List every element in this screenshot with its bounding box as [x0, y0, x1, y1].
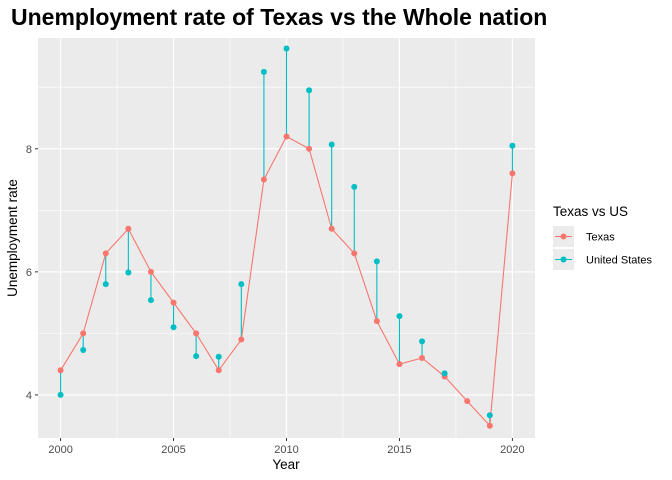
chart-title: Unemployment rate of Texas vs the Whole … [11, 4, 547, 30]
y-axis-title: Unemployment rate [5, 179, 20, 297]
point-texas-2009 [260, 176, 267, 183]
point-texas-2008 [238, 336, 245, 343]
point-texas-2004 [147, 268, 154, 275]
point-united-states-2000 [57, 391, 64, 398]
legend-title: Texas vs US [553, 204, 628, 219]
x-tick-label: 2000 [48, 444, 72, 456]
connector-segments [60, 48, 513, 426]
point-texas-2012 [328, 225, 335, 232]
point-united-states-2014 [373, 258, 380, 265]
point-texas-2011 [306, 145, 313, 152]
point-united-states-2004 [147, 297, 154, 304]
point-texas-2003 [125, 225, 132, 232]
point-texas-2014 [373, 318, 380, 325]
point-united-states-2007 [215, 353, 222, 360]
y-tick-label: 6 [26, 267, 32, 279]
point-texas-2007 [215, 367, 222, 374]
x-axis-ticks: 2000 2005 2010 2015 2020 [48, 438, 525, 456]
point-texas-2000 [57, 367, 64, 374]
point-texas-2005 [170, 299, 177, 306]
legend-items: Texas United States [553, 226, 653, 270]
x-tick-label: 2005 [161, 444, 185, 456]
x-tick-label: 2010 [274, 444, 298, 456]
point-texas-2002 [102, 250, 109, 257]
point-united-states-2016 [419, 338, 426, 345]
point-texas-2018 [464, 398, 471, 405]
point-united-states-2008 [238, 281, 245, 288]
legend-label-united-states: United States [586, 255, 653, 267]
grid-major [38, 38, 535, 438]
y-tick-label: 4 [26, 390, 32, 402]
point-texas-2020 [509, 170, 516, 177]
point-texas-2001 [80, 330, 87, 337]
point-texas-2019 [486, 422, 493, 429]
x-axis-title: Year [272, 457, 300, 472]
point-united-states-2013 [351, 183, 358, 190]
point-texas-2010 [283, 133, 290, 140]
y-axis-ticks: 4 6 8 [26, 144, 38, 402]
point-united-states-2002 [102, 281, 109, 288]
point-united-states-2012 [328, 141, 335, 148]
point-texas-2015 [396, 361, 403, 368]
point-united-states-2009 [260, 68, 267, 75]
point-united-states-2001 [80, 347, 87, 353]
point-united-states-2017 [441, 370, 448, 377]
legend-key-point [560, 256, 567, 263]
point-united-states-2003 [125, 269, 132, 276]
point-united-states-2005 [170, 324, 177, 331]
point-united-states-2006 [193, 353, 200, 360]
point-united-states-2019 [486, 412, 493, 419]
point-united-states-2010 [283, 45, 290, 52]
legend-key-point [560, 233, 567, 240]
point-texas-2016 [419, 355, 426, 361]
data-points [57, 45, 516, 429]
legend: Texas vs US Texas United States [553, 204, 653, 270]
point-texas-2013 [351, 250, 358, 257]
x-tick-label: 2020 [500, 444, 524, 456]
point-united-states-2015 [396, 313, 403, 320]
y-tick-label: 8 [26, 144, 32, 156]
point-texas-2006 [193, 330, 200, 337]
point-united-states-2020 [509, 142, 516, 149]
x-tick-label: 2015 [387, 444, 411, 456]
point-united-states-2011 [306, 87, 313, 94]
legend-label-texas: Texas [586, 232, 615, 244]
